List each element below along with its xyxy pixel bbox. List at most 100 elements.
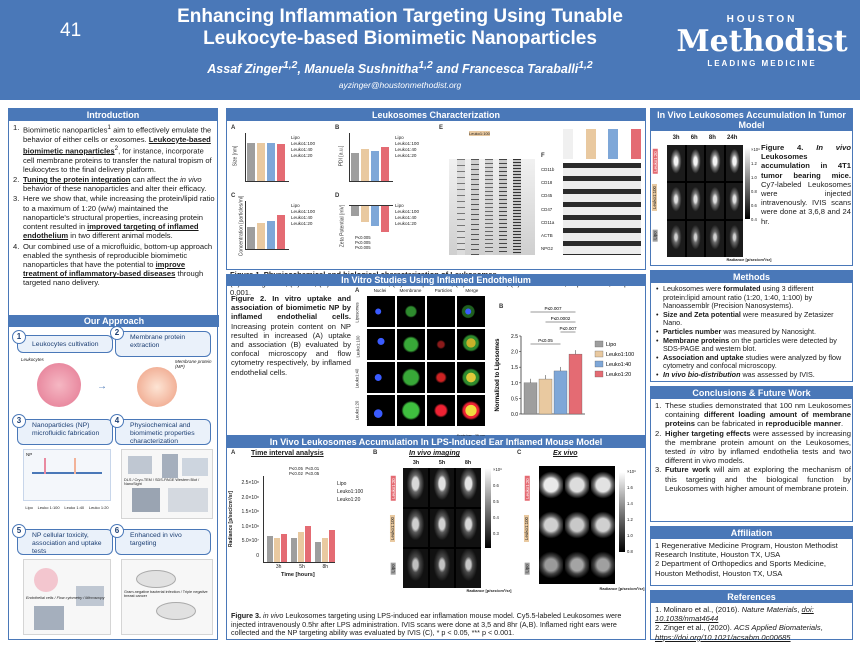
tumor-radiance-scale <box>745 147 750 219</box>
legend-b: Lipo Leuko1:100 Leuko1:40 Leuko1:20 <box>395 135 420 158</box>
bar <box>538 378 553 415</box>
legend-swatch <box>594 340 604 348</box>
reference-link[interactable]: https://doi.org/10.1021/acsabm.0c00685 <box>655 632 791 642</box>
characterization-instruments-icon: DLS / Cryo-TEM / SDS-PAGE Western Blot /… <box>121 449 213 519</box>
p-value-label: P≤0.05 <box>538 338 553 343</box>
y-tick-label: 2.0 <box>511 350 518 356</box>
conclusions-section: Conclusions & Future Work 1. These studie… <box>650 386 853 522</box>
bar <box>568 353 583 415</box>
approach-step-1: 1 Leukocytes cultivation <box>12 330 113 353</box>
houston-methodist-logo: HOUSTON Methodist LEADING MEDICINE <box>676 14 848 68</box>
lps-y-ticks: 2.5×10⁸ 2.0×10⁸ 1.5×10⁸ 1.0×10⁸ 5.0×10⁷ 0 <box>241 480 259 559</box>
methods-item: Leukosomes were formulated using 3 diffe… <box>655 284 851 311</box>
confocal-grid: A Nuclei Membrane Particles Merge Liposomes… <box>354 288 485 438</box>
microfluidic-chip-icon: NP <box>23 449 111 501</box>
arrow-right-icon: → <box>97 381 107 392</box>
approach-step-2: 2 Membrane protein extraction <box>110 326 211 357</box>
methods-item: Membrane proteins on the particles were … <box>655 336 851 354</box>
y-tick-label: 0.5 <box>511 396 518 402</box>
legend-a: Lipo Leuko1:100 Leuko1:40 Leuko1:20 <box>291 135 316 158</box>
intro-item: 2. Tuning the protein integration can aff… <box>13 175 207 194</box>
affiliation-lines: 1 Regenerative Medicine Program, Houston… <box>655 541 838 578</box>
membrane-protein-label: Membrane protein (MP) <box>175 359 212 369</box>
leukocytes-label: Leukocytes <box>21 357 44 362</box>
introduction-heading: Introduction <box>9 109 217 121</box>
intro-item: 4. Our combined use of a microfluidic, bo… <box>13 241 213 288</box>
lps-heading: In Vivo Leukosomes Accumulation In LPS-I… <box>227 436 645 448</box>
references-list: 1. Molinaro et al., (2016). Nature Mater… <box>655 605 851 642</box>
figure-2-caption: Figure 2. In vitro uptake and associatio… <box>231 294 351 377</box>
conclusion-item: 2. Higher targeting effects were assessed… <box>655 428 851 466</box>
y-axis-label: Normalized to Liposomes <box>495 338 501 412</box>
affiliation-heading: Affiliation <box>651 527 852 539</box>
legend-label: Lipo <box>606 342 616 348</box>
methods-item: In vivo bio-distribution was assessed by… <box>655 370 851 380</box>
references-section: References 1. Molinaro et al., (2016). N… <box>650 590 853 642</box>
right-column: In Vivo Leukosomes Accumulation In Tumor… <box>650 108 853 642</box>
y-tick-label: 1.5 <box>511 365 518 371</box>
reference-item: 1. Molinaro et al., (2016). Nature Mater… <box>655 605 814 624</box>
leukocyte-culture-icon <box>37 363 81 407</box>
conclusion-item: 3. Future work will aim at exploring the … <box>655 465 851 493</box>
methods-section: Methods Leukosomes were formulated using… <box>650 270 853 382</box>
methods-heading: Methods <box>651 271 852 283</box>
panel-b-pdi-chart: B PDI [a.u.] Lipo Leuko1:100 Leuko1:40 Leuk… <box>335 125 435 189</box>
authors: Assaf Zinger1,2, Manuela Sushnitha1,2 an… <box>207 60 593 77</box>
methods-item: Association and uptake studies were anal… <box>655 353 851 371</box>
lps-section: In Vivo Leukosomes Accumulation In LPS-I… <box>226 436 646 640</box>
conclusion-item: 1. These studies demonstrated that 100 nm… <box>655 401 851 429</box>
mouse-models-icon: Gram-negative bacterial infection / Trip… <box>121 559 213 635</box>
y-tick-label: 0.0 <box>511 412 518 418</box>
p-value-label: P≤0.0002 <box>551 316 571 321</box>
legend-d: Lipo Leuko1:100 Leuko1:40 Leuko1:20 <box>395 203 420 226</box>
tumor-section: In Vivo Leukosomes Accumulation In Tumor… <box>650 108 853 266</box>
bar <box>553 370 568 415</box>
wb-row-labels: CD11b CD18 CD45 CD47 CD11a ACTB NPG2 <box>541 167 555 252</box>
ex-vivo-radiance-scale <box>619 472 625 552</box>
lps-legend: Lipo Leuko1:100 Leuko1:20 <box>337 481 364 503</box>
y-tick-label: 1.0 <box>511 381 518 387</box>
pvals-d: P≤0.005 P≤0.005 P≤0.005 <box>355 235 371 251</box>
panel-f-western-blot: F CD11b CD18 CD45 CD47 CD11a ACTB NPG2 <box>541 125 643 257</box>
characterization-heading: Leukosomes Characterization <box>227 109 645 121</box>
introduction-list: 1. Biomimetic nanoparticles1 aim to effec… <box>13 123 215 289</box>
p-value-label: P≤0.007 <box>559 326 577 331</box>
cell-assays-icon: Endothelial cells / Flow cytometry / Mic… <box>23 559 111 635</box>
legend-swatch <box>594 360 604 368</box>
references-heading: References <box>651 591 852 603</box>
affiliation-section: Affiliation 1 Regenerative Medicine Prog… <box>650 526 853 586</box>
legend-label: Leuko1:40 <box>606 362 631 368</box>
figure-3-caption: Figure 3. in vivo Leukosomes targeting u… <box>231 611 622 638</box>
conclusions-heading: Conclusions & Future Work <box>651 387 852 399</box>
lps-pvals: P≤0.05 P≤0.01 P≤0.02 P≤0.05 <box>289 466 320 477</box>
flow-cytometry-chart: B 0.0 0.5 1.0 1.5 2.0 2.5 Normalized to Liposo… <box>491 288 643 434</box>
poster-header: 41 Enhancing Inflammation Targeting Usin… <box>0 0 860 100</box>
panel-a-size-chart: A Size [nm] Lipo Leuko1:100 Leuko1:40 Leuko… <box>231 125 331 189</box>
panel-c-concentration-chart: C Concentration [particles/ml] Lipo Leuko… <box>231 193 316 257</box>
approach-step-4: 4 Physiochemical and biomimetic properti… <box>110 414 211 445</box>
approach-step-6: 6 Enhanced in vivo targeting <box>110 524 211 555</box>
in-vitro-heading: In Vitro Studies Using Inflamed Endothel… <box>227 274 645 286</box>
methods-item: Particles number was measured by Nanosig… <box>655 327 851 337</box>
methods-item: Size and Zeta potential were measured by… <box>655 310 851 328</box>
tumor-ivis-grid <box>667 145 743 257</box>
left-column: Introduction 1. Biomimetic nanoparticles1… <box>8 108 219 640</box>
legend-swatch <box>594 370 604 378</box>
panel-e-sds-page: E Leuko1:100 <box>439 125 537 257</box>
characterization-section: Leukosomes Characterization A Size [nm] … <box>226 108 646 270</box>
lps-radiance-scale <box>485 468 491 548</box>
uptake-bar-chart: 0.0 0.5 1.0 1.5 2.0 2.5 Normalized to Liposome… <box>495 306 634 418</box>
legend-c: Lipo Leuko1:100 Leuko1:40 Leuko1:20 <box>291 203 316 226</box>
figure-4-caption: Figure 4. In vivo Leukosomes accumulatio… <box>761 143 851 226</box>
poster-title: Enhancing Inflammation Targeting Using T… <box>177 6 623 49</box>
membrane-protein-icon <box>137 367 177 407</box>
legend-swatch <box>594 350 604 358</box>
approach-step-5: 5 NP cellular toxicity, association and … <box>12 524 113 555</box>
np-variants-row: Lipo Leuko 1:100 Leuko 1:40 Leuko 1:20 <box>25 505 109 510</box>
y-tick-label: 2.5 <box>511 334 518 340</box>
legend-label: Leuko1:100 <box>606 352 634 358</box>
intro-item: 3. Here we show that, while increasing th… <box>13 194 215 241</box>
reference-link[interactable]: doi: 10.1038/nmat4644 <box>655 605 814 624</box>
methods-list: Leukosomes were formulated using 3 diffe… <box>655 284 851 380</box>
lps-time-interval-chart: A Time interval analysis 2.5×10⁸ 2.0×10⁸ 1… <box>228 450 364 578</box>
